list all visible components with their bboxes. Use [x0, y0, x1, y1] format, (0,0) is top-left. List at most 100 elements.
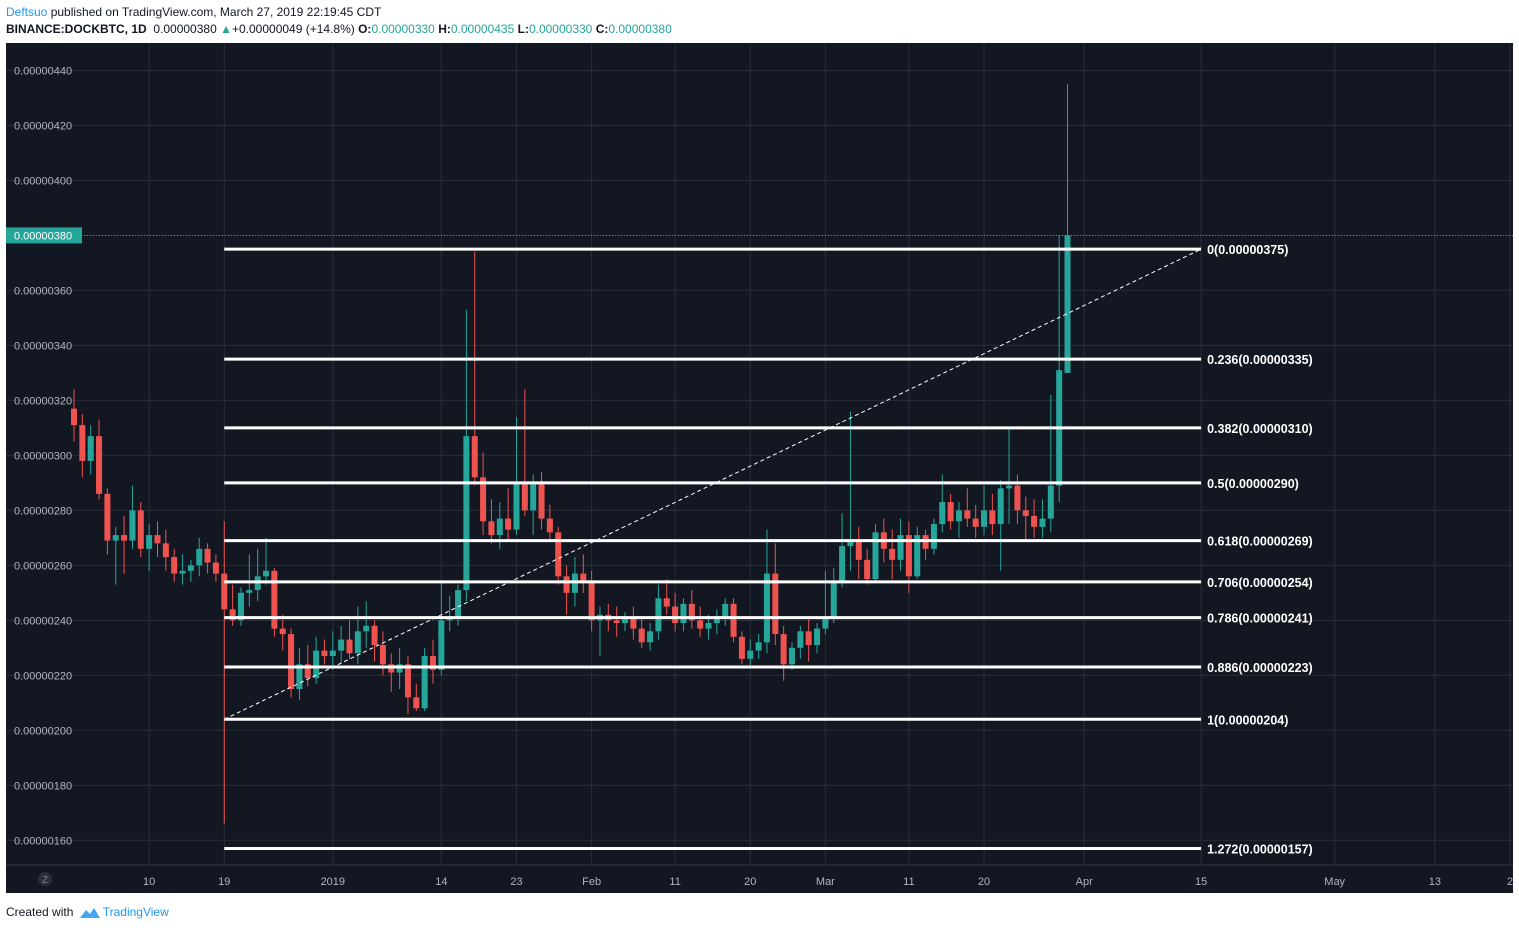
fib-level-label: 0.236(0.00000335) [1207, 353, 1313, 367]
candlestick-chart[interactable]: 0.00000440 0.00000420 0.00000400 0.00000360… [6, 43, 1513, 893]
zoom-reset-button[interactable] [38, 872, 52, 886]
y-tick-label: 0.00000440 [14, 65, 72, 77]
fib-level-label: 0.618(0.00000269) [1207, 535, 1313, 549]
symbol-name: BINANCE:DOCKBTC, 1D [6, 22, 147, 36]
candle-body [421, 656, 428, 709]
candle-body [379, 645, 386, 665]
candle-body [680, 603, 687, 624]
candle-body [438, 620, 445, 670]
candle-body [1031, 515, 1038, 527]
candle-body [455, 590, 462, 618]
candle-body [997, 488, 1004, 525]
candle-body [672, 606, 679, 624]
high-label: H: [438, 22, 451, 36]
candle-body [413, 697, 420, 709]
time-axis[interactable]: 10 19 2019 14 23 Feb 11 20 Mar 11 20 Apr 15 May 13 2 [143, 876, 1513, 888]
candle-body [237, 592, 244, 621]
x-tick-label: 10 [143, 876, 155, 888]
x-tick-label: 20 [744, 876, 756, 888]
x-tick-label: 14 [435, 876, 447, 888]
fib-retracement[interactable]: 0(0.00000375) 0.236(0.00000335) 0.382(0.00… [224, 243, 1313, 857]
candle-body [488, 521, 495, 536]
candle-body [96, 436, 103, 494]
candle-body [304, 664, 311, 679]
x-tick-label: 2 [1507, 876, 1513, 888]
candle-body [162, 543, 169, 558]
candle-body [930, 524, 937, 549]
close-value: 0.00000380 [608, 22, 672, 36]
candle-body [221, 573, 228, 610]
candle-body [538, 482, 545, 519]
last-price: 0.00000380 [153, 22, 217, 36]
candle-body [321, 650, 328, 657]
candle-body [329, 650, 336, 657]
candle-body [371, 625, 378, 646]
candle-body [1006, 485, 1013, 489]
chart-background [6, 43, 1513, 893]
fib-trend-line[interactable] [224, 248, 1202, 720]
candle-body [137, 510, 144, 549]
candle-body [905, 535, 912, 577]
candle-body [972, 518, 979, 527]
candle-body [697, 620, 704, 629]
candle-body [271, 570, 278, 629]
price-axis[interactable]: 0.00000440 0.00000420 0.00000400 0.00000360… [6, 65, 1513, 847]
fib-level-label: 0.786(0.00000241) [1207, 612, 1313, 626]
candle-body [1047, 485, 1054, 519]
candle-body [204, 548, 211, 563]
y-tick-label: 0.00000220 [14, 670, 72, 682]
y-tick-label: 0.00000200 [14, 725, 72, 737]
author-link[interactable]: Deftsuo [6, 5, 48, 19]
y-tick-label: 0.00000340 [14, 340, 72, 352]
candle-body [313, 650, 320, 679]
open-label: O: [358, 22, 372, 36]
candle-body [822, 617, 829, 629]
candle-body [864, 559, 871, 580]
candle-body [288, 634, 295, 690]
candle-body [530, 482, 537, 511]
candle-body [1064, 235, 1071, 373]
x-tick-label: 11 [903, 876, 914, 888]
fib-level-label: 0(0.00000375) [1207, 243, 1288, 257]
candle-body [87, 436, 94, 461]
tradingview-logo-icon [79, 907, 100, 918]
candle-body [688, 603, 695, 621]
candle-body [363, 625, 370, 632]
candle-body [914, 535, 921, 577]
candle-body [171, 557, 178, 574]
candle-body [296, 664, 303, 690]
candle-body [939, 502, 946, 525]
tradingview-link[interactable]: TradingView [102, 905, 169, 919]
y-tick-label: 0.00000420 [14, 120, 72, 132]
candle-body [404, 664, 411, 698]
y-tick-label: 0.00000240 [14, 615, 72, 627]
candle-body [947, 502, 954, 522]
fib-level-label: 1(0.00000204) [1207, 713, 1288, 727]
candle-body [889, 548, 896, 560]
low-value: 0.00000330 [528, 22, 593, 36]
footer: Created with TradingView [6, 905, 169, 920]
chart-panel[interactable]: 0.00000440 0.00000420 0.00000400 0.00000360… [6, 43, 1513, 893]
candle-body [563, 576, 570, 593]
candle-body [622, 617, 629, 624]
watermark-z: Z [42, 875, 48, 886]
candle-body [246, 590, 253, 593]
x-tick-label: Mar [816, 876, 835, 888]
candle-body [429, 656, 437, 670]
x-tick-label: 13 [1429, 876, 1441, 888]
candle-body [855, 540, 862, 560]
candle-body [613, 620, 620, 624]
close-label: C: [595, 22, 609, 36]
candle-body [663, 598, 670, 607]
high-value: 0.00000435 [450, 22, 515, 36]
candle-body [805, 631, 812, 646]
y-tick-label: 0.00000400 [14, 175, 72, 187]
fib-level-label: 1.272(0.00000157) [1207, 843, 1313, 857]
published-text: published on TradingView.com, March 27, … [50, 5, 382, 19]
candle-body [146, 535, 153, 549]
last-price-tag [6, 227, 82, 244]
candle-body [722, 603, 729, 618]
candle-body [747, 650, 754, 659]
candle-body [112, 535, 119, 541]
y-tick-label: 0.00000280 [14, 505, 72, 517]
